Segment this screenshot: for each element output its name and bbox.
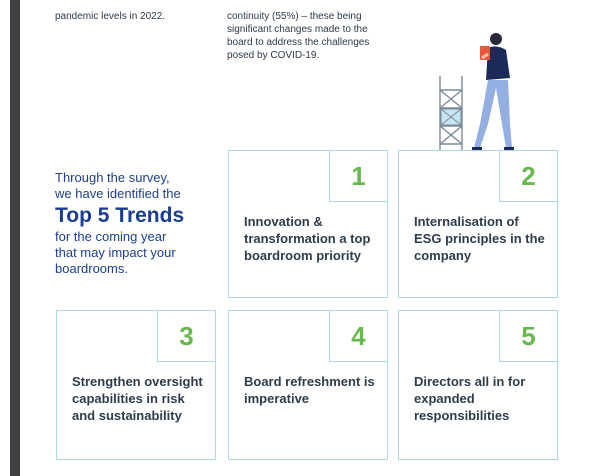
trend-text-3: Strengthen oversight capabilities in ris…: [72, 374, 203, 423]
trend-number-3: 3: [157, 310, 216, 362]
trend-card-3: 3 Strengthen oversight capabilities in r…: [56, 310, 216, 460]
trend-text-2: Internalisation of ESG principles in the…: [414, 214, 545, 263]
intro-text-right: continuity (55%) – these being significa…: [227, 11, 370, 61]
trends-intro-line-2: we have identified the: [55, 186, 181, 201]
person-scaffold-illustration-icon: [430, 28, 530, 156]
trend-number-1: 1: [329, 150, 388, 202]
trend-number-5: 5: [499, 310, 558, 362]
trends-intro-line-1: Through the survey,: [55, 170, 170, 185]
intro-text-left: pandemic levels in 2022.: [55, 11, 166, 22]
trends-intro-line-4: that may impact your: [55, 245, 176, 260]
trends-intro-line-3: for the coming year: [55, 229, 167, 244]
trends-intro: Through the survey, we have identified t…: [55, 170, 220, 277]
page-side-bar: [10, 0, 20, 476]
trend-text-5: Directors all in for expanded responsibi…: [414, 374, 526, 423]
trend-number-2: 2: [499, 150, 558, 202]
trend-number-4: 4: [329, 310, 388, 362]
trends-title: Top 5 Trends: [55, 204, 185, 227]
trend-card-5: 5 Directors all in for expanded responsi…: [398, 310, 558, 460]
trend-card-2: 2 Internalisation of ESG principles in t…: [398, 150, 558, 298]
trend-text-4: Board refreshment is imperative: [244, 374, 375, 406]
trend-card-4: 4 Board refreshment is imperative: [228, 310, 388, 460]
trend-text-1: Innovation & transformation a top boardr…: [244, 214, 371, 263]
trends-intro-line-5: boardrooms.: [55, 261, 128, 276]
trend-card-1: 1 Innovation & transformation a top boar…: [228, 150, 388, 298]
